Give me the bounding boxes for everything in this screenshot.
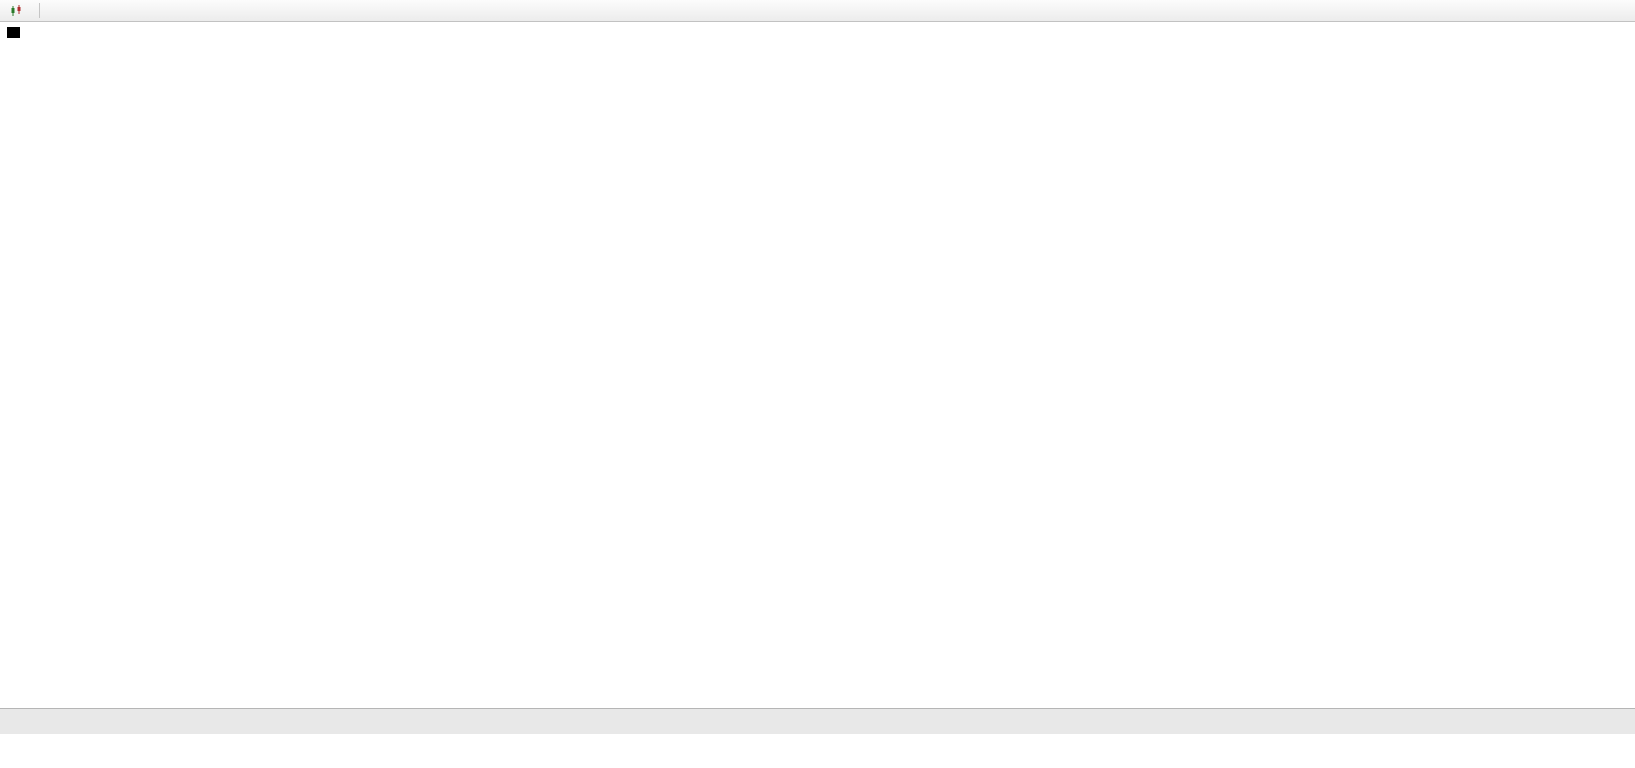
chart-collapse-button[interactable] bbox=[7, 27, 20, 38]
chart-title bbox=[7, 27, 34, 38]
timeframe-toolbar bbox=[0, 0, 1635, 22]
tabs-scroll-right-button[interactable] bbox=[1611, 709, 1635, 734]
chart-tabs-bar bbox=[0, 708, 1635, 734]
chart-window[interactable] bbox=[0, 22, 1635, 708]
candlestick-chart-icon bbox=[11, 4, 21, 16]
chart-type-button[interactable] bbox=[5, 2, 32, 20]
price-chart[interactable] bbox=[0, 22, 1635, 708]
toolbar-separator bbox=[39, 3, 40, 18]
